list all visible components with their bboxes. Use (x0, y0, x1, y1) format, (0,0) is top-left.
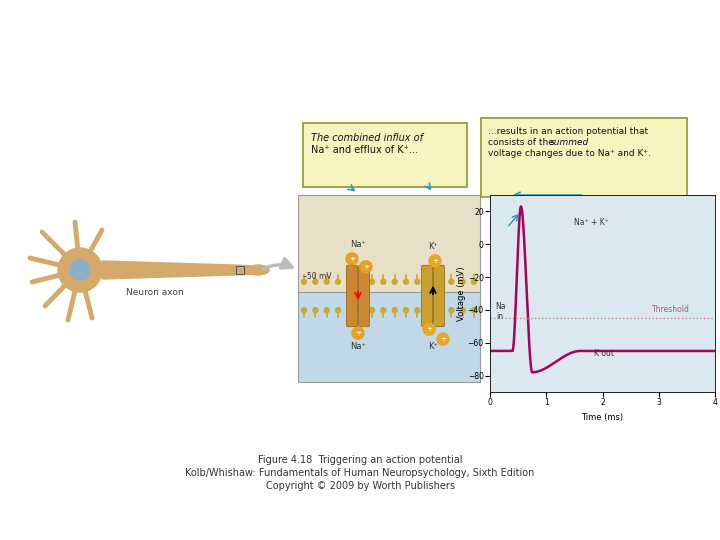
Ellipse shape (438, 308, 443, 313)
Ellipse shape (70, 260, 90, 280)
Text: ...results in an action potential that: ...results in an action potential that (488, 127, 648, 136)
Ellipse shape (460, 279, 465, 284)
FancyBboxPatch shape (303, 123, 467, 187)
Ellipse shape (460, 308, 465, 313)
Ellipse shape (358, 308, 363, 313)
Ellipse shape (352, 327, 364, 339)
FancyBboxPatch shape (421, 265, 433, 327)
FancyBboxPatch shape (359, 265, 369, 327)
Text: Na⁺ + K⁺: Na⁺ + K⁺ (575, 218, 609, 227)
X-axis label: Time (ms): Time (ms) (582, 413, 624, 422)
Text: K⁺: K⁺ (428, 342, 438, 351)
Ellipse shape (415, 279, 420, 284)
Ellipse shape (247, 265, 269, 275)
Ellipse shape (369, 308, 374, 313)
Text: Threshold: Threshold (652, 305, 690, 314)
Ellipse shape (381, 279, 386, 284)
Ellipse shape (449, 279, 454, 284)
Ellipse shape (381, 308, 386, 313)
Text: The combined influx of: The combined influx of (311, 133, 423, 143)
Ellipse shape (347, 308, 352, 313)
Ellipse shape (429, 255, 441, 267)
Text: +: + (426, 326, 432, 332)
Ellipse shape (336, 308, 341, 313)
Text: Na⁺: Na⁺ (350, 342, 366, 351)
Ellipse shape (302, 308, 307, 313)
Ellipse shape (426, 279, 431, 284)
Ellipse shape (392, 308, 397, 313)
Ellipse shape (58, 248, 102, 292)
Text: K⁺: K⁺ (428, 242, 438, 251)
Text: +: + (349, 256, 355, 262)
Ellipse shape (472, 279, 477, 284)
Ellipse shape (358, 279, 363, 284)
Text: voltage changes due to Na⁺ and K⁺.: voltage changes due to Na⁺ and K⁺. (488, 149, 651, 158)
Text: Copyright © 2009 by Worth Publishers: Copyright © 2009 by Worth Publishers (266, 481, 454, 491)
Text: Na⁺: Na⁺ (350, 240, 366, 249)
Text: Na⁺ and efflux of K⁺...: Na⁺ and efflux of K⁺... (311, 145, 418, 155)
FancyBboxPatch shape (346, 265, 358, 327)
Ellipse shape (324, 308, 329, 313)
Text: Neuron axon: Neuron axon (126, 288, 184, 297)
Ellipse shape (360, 261, 372, 273)
Text: Figure 4.18  Triggering an action potential: Figure 4.18 Triggering an action potenti… (258, 455, 462, 465)
Polygon shape (102, 261, 256, 279)
Bar (236, 266, 244, 274)
Ellipse shape (403, 279, 408, 284)
Text: Na
in: Na in (495, 302, 505, 321)
Ellipse shape (423, 323, 435, 335)
Bar (298, 195, 480, 292)
Ellipse shape (312, 279, 318, 284)
Text: summed: summed (550, 138, 589, 147)
Text: –50 mV: –50 mV (303, 272, 332, 281)
Bar (298, 292, 480, 382)
Ellipse shape (347, 279, 352, 284)
Text: +: + (432, 258, 438, 264)
Ellipse shape (472, 308, 477, 313)
Ellipse shape (426, 308, 431, 313)
Text: K out: K out (594, 349, 614, 358)
Ellipse shape (302, 279, 307, 284)
Ellipse shape (336, 279, 341, 284)
Ellipse shape (392, 279, 397, 284)
Ellipse shape (403, 308, 408, 313)
Y-axis label: Voltage (mV): Voltage (mV) (457, 266, 467, 321)
Ellipse shape (369, 279, 374, 284)
Text: consists of the: consists of the (488, 138, 557, 147)
Ellipse shape (437, 333, 449, 345)
Text: +: + (355, 330, 361, 336)
Ellipse shape (415, 308, 420, 313)
Text: Kolb/Whishaw: Fundamentals of Human Neuropsychology, Sixth Edition: Kolb/Whishaw: Fundamentals of Human Neur… (185, 468, 535, 478)
Ellipse shape (449, 308, 454, 313)
Ellipse shape (438, 279, 443, 284)
Text: +: + (440, 336, 446, 342)
FancyBboxPatch shape (481, 118, 687, 197)
FancyBboxPatch shape (433, 265, 444, 327)
Ellipse shape (346, 253, 358, 265)
Ellipse shape (312, 308, 318, 313)
Text: +: + (363, 264, 369, 270)
Ellipse shape (324, 279, 329, 284)
